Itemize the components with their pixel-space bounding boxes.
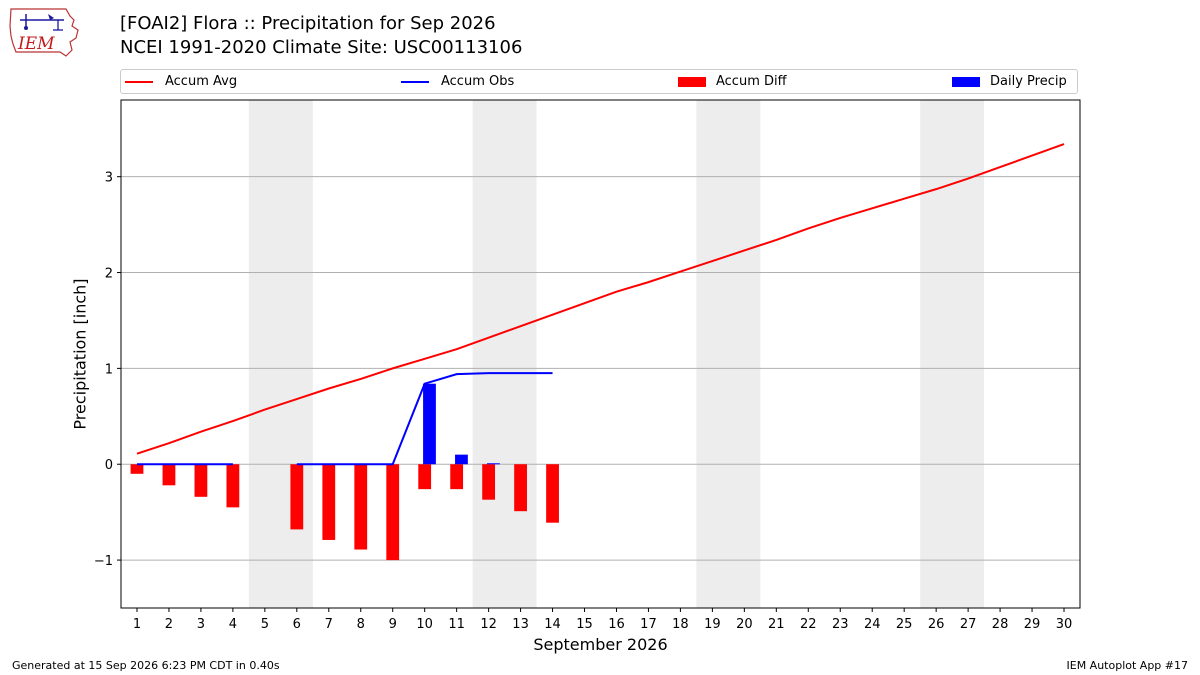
accum-diff-bar bbox=[418, 464, 432, 490]
legend-label-accum-diff: Accum Diff bbox=[716, 74, 787, 89]
x-tick-label: 24 bbox=[864, 617, 881, 632]
x-tick-label: 26 bbox=[928, 617, 945, 632]
accum-diff-bar bbox=[514, 464, 527, 512]
footer-app-text: IEM Autoplot App #17 bbox=[1066, 659, 1189, 672]
accum-diff-bar bbox=[386, 464, 400, 561]
x-tick-label: 23 bbox=[832, 617, 849, 632]
y-axis-ticks: −1 0 1 2 3 bbox=[94, 171, 121, 569]
y-tick-label: −1 bbox=[94, 554, 113, 569]
daily-precip-bar bbox=[487, 463, 500, 465]
weekend-band bbox=[472, 100, 537, 608]
x-tick-label: 16 bbox=[608, 617, 625, 632]
legend-swatch-accum-obs bbox=[401, 80, 429, 83]
accum-diff-bars bbox=[130, 464, 559, 561]
x-tick-label: 4 bbox=[229, 617, 237, 632]
daily-precip-bar bbox=[423, 383, 436, 465]
chart-title: [FOAI2] Flora :: Precipitation for Sep 2… bbox=[120, 13, 496, 34]
x-tick-label: 18 bbox=[672, 617, 689, 632]
iem-logo: IEM bbox=[8, 6, 80, 58]
accum-avg-line bbox=[136, 143, 1065, 455]
x-tick-label: 19 bbox=[704, 617, 721, 632]
accum-diff-bar bbox=[450, 464, 464, 490]
y-tick-label: 1 bbox=[105, 362, 113, 377]
x-tick-label: 12 bbox=[480, 617, 497, 632]
chart-legend: Accum Avg Accum Obs Accum Diff Daily Pre… bbox=[120, 69, 1078, 94]
x-tick-label: 8 bbox=[357, 617, 365, 632]
iowa-map-icon: IEM bbox=[9, 8, 79, 57]
x-tick-label: 25 bbox=[896, 617, 913, 632]
daily-precip-bar bbox=[455, 454, 468, 465]
accum-diff-bar bbox=[130, 464, 144, 474]
accum-diff-bar bbox=[482, 464, 496, 500]
x-tick-label: 17 bbox=[640, 617, 657, 632]
legend-label-daily-precip: Daily Precip bbox=[990, 74, 1067, 89]
legend-swatch-accum-diff bbox=[678, 76, 706, 87]
x-tick-label: 11 bbox=[448, 617, 465, 632]
x-tick-label: 15 bbox=[576, 617, 593, 632]
x-tick-label: 2 bbox=[165, 617, 173, 632]
x-tick-label: 22 bbox=[800, 617, 817, 632]
weekend-band bbox=[696, 100, 761, 608]
legend-label-accum-avg: Accum Avg bbox=[165, 74, 238, 89]
accum-diff-bar bbox=[546, 464, 559, 523]
legend-swatch-accum-avg bbox=[125, 80, 153, 83]
accum-diff-bar bbox=[354, 464, 368, 550]
x-tick-label: 14 bbox=[544, 617, 561, 632]
x-axis-label: September 2026 bbox=[533, 635, 667, 654]
gridlines bbox=[121, 176, 1080, 561]
x-tick-label: 9 bbox=[389, 617, 397, 632]
legend-item-daily-precip: Daily Precip bbox=[952, 70, 1067, 93]
x-axis-ticks: 1 2 3 4 5 6 7 8 9 10 11 12 13 14 15 16 17 18 19 20 21 22 23 24 2… bbox=[133, 608, 1072, 632]
x-tick-label: 5 bbox=[261, 617, 269, 632]
y-axis-label: Precipitation [inch] bbox=[71, 278, 90, 429]
x-tick-label: 21 bbox=[768, 617, 785, 632]
x-tick-label: 7 bbox=[325, 617, 333, 632]
x-tick-label: 29 bbox=[1024, 617, 1041, 632]
x-tick-label: 20 bbox=[736, 617, 753, 632]
x-tick-label: 6 bbox=[293, 617, 301, 632]
footer-generated-text: Generated at 15 Sep 2026 6:23 PM CDT in … bbox=[12, 659, 280, 672]
x-tick-label: 10 bbox=[416, 617, 433, 632]
x-tick-label: 13 bbox=[512, 617, 529, 632]
x-tick-label: 28 bbox=[992, 617, 1009, 632]
accum-diff-bar bbox=[162, 464, 176, 486]
plot-frame bbox=[120, 99, 1081, 609]
x-tick-label: 30 bbox=[1056, 617, 1073, 632]
legend-item-accum-diff: Accum Diff bbox=[678, 70, 787, 93]
accum-diff-bar bbox=[226, 464, 240, 508]
legend-item-accum-obs: Accum Obs bbox=[401, 70, 514, 93]
accum-diff-bar bbox=[194, 464, 208, 497]
y-tick-label: 0 bbox=[105, 458, 113, 473]
daily-precip-bars bbox=[423, 383, 500, 465]
legend-item-accum-avg: Accum Avg bbox=[125, 70, 237, 93]
chart-subtitle: NCEI 1991-2020 Climate Site: USC00113106 bbox=[120, 37, 523, 58]
series-lines bbox=[136, 143, 1065, 466]
accum-diff-bar bbox=[322, 464, 336, 540]
x-tick-label: 3 bbox=[197, 617, 205, 632]
legend-label-accum-obs: Accum Obs bbox=[441, 74, 515, 89]
legend-swatch-daily-precip bbox=[952, 76, 980, 87]
y-tick-label: 3 bbox=[105, 171, 113, 186]
y-tick-label: 2 bbox=[105, 267, 113, 282]
x-tick-label: 27 bbox=[960, 617, 977, 632]
accum-obs-line bbox=[296, 372, 553, 466]
logo-text: IEM bbox=[17, 34, 55, 54]
accum-diff-bar bbox=[290, 464, 304, 530]
x-tick-label: 1 bbox=[133, 617, 141, 632]
